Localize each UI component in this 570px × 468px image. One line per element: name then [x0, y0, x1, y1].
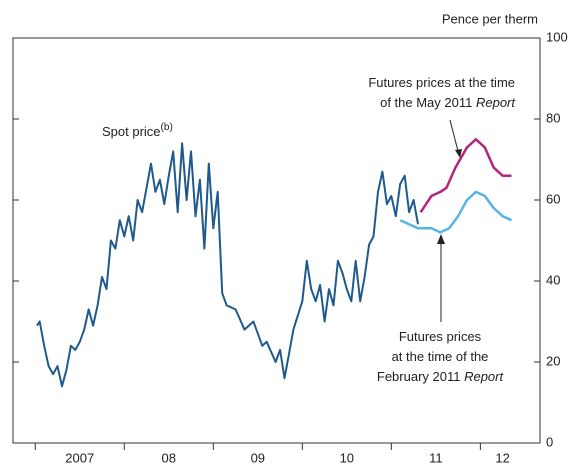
series-line — [36, 142, 419, 388]
y-tick-label: 60 — [546, 191, 560, 206]
annotation-text: February 2011 — [377, 369, 464, 384]
series-name-sup: (b) — [161, 122, 173, 133]
y-tick-label: 100 — [546, 29, 568, 44]
y-unit-label: Pence per therm — [442, 11, 538, 26]
annotation-text: Futures prices at the time — [368, 75, 515, 90]
arrow-head — [437, 234, 445, 244]
series-label: Spot price(b) — [102, 122, 173, 140]
annotation: February 2011 Report — [377, 369, 505, 384]
annotation-italic: Report — [476, 95, 516, 110]
annotation: of the May 2011 Report — [380, 95, 516, 110]
y-tick-label: 40 — [546, 272, 560, 287]
annotation-text: at the time of the — [392, 349, 489, 364]
annotation: Futures prices — [399, 329, 482, 344]
y-tick-label: 0 — [546, 434, 553, 449]
annotation: at the time of the — [392, 349, 489, 364]
x-tick-label: 08 — [162, 450, 176, 465]
arrow-head — [455, 149, 462, 158]
x-tick-label: 09 — [251, 450, 265, 465]
annotation-text: Futures prices — [399, 329, 482, 344]
annotation-italic: Report — [464, 369, 504, 384]
annotation-text: of the May 2011 — [380, 95, 476, 110]
y-tick-label: 20 — [546, 353, 560, 368]
x-tick-label: 12 — [495, 450, 509, 465]
series-name: Spot price — [102, 124, 161, 139]
x-tick-label: 10 — [340, 450, 354, 465]
series-line — [399, 190, 513, 234]
x-tick-label: 2007 — [65, 450, 94, 465]
annotation: Futures prices at the time — [368, 75, 515, 90]
plot-frame — [12, 37, 541, 444]
x-tick-label: 11 — [429, 450, 443, 465]
y-tick-label: 80 — [546, 110, 560, 125]
arrow — [449, 119, 460, 156]
series-line — [419, 138, 512, 213]
